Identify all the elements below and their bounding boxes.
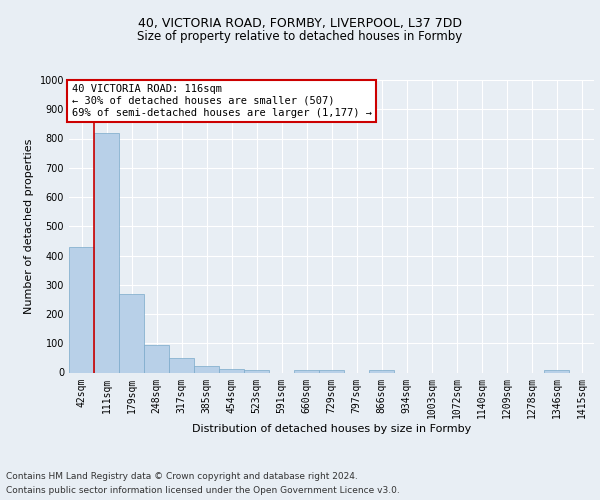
Bar <box>319 370 344 372</box>
Text: 40, VICTORIA ROAD, FORMBY, LIVERPOOL, L37 7DD: 40, VICTORIA ROAD, FORMBY, LIVERPOOL, L3… <box>138 18 462 30</box>
Bar <box>294 370 319 372</box>
Bar <box>194 366 219 372</box>
Bar <box>94 132 119 372</box>
Bar <box>69 246 94 372</box>
Bar <box>369 370 394 372</box>
Text: Size of property relative to detached houses in Formby: Size of property relative to detached ho… <box>137 30 463 43</box>
Bar <box>119 294 144 372</box>
Bar <box>169 358 194 372</box>
Bar <box>544 370 569 372</box>
Y-axis label: Number of detached properties: Number of detached properties <box>24 138 34 314</box>
X-axis label: Distribution of detached houses by size in Formby: Distribution of detached houses by size … <box>192 424 471 434</box>
Text: 40 VICTORIA ROAD: 116sqm
← 30% of detached houses are smaller (507)
69% of semi-: 40 VICTORIA ROAD: 116sqm ← 30% of detach… <box>71 84 371 117</box>
Bar <box>144 346 169 372</box>
Bar <box>244 370 269 372</box>
Text: Contains HM Land Registry data © Crown copyright and database right 2024.: Contains HM Land Registry data © Crown c… <box>6 472 358 481</box>
Text: Contains public sector information licensed under the Open Government Licence v3: Contains public sector information licen… <box>6 486 400 495</box>
Bar <box>219 369 244 372</box>
